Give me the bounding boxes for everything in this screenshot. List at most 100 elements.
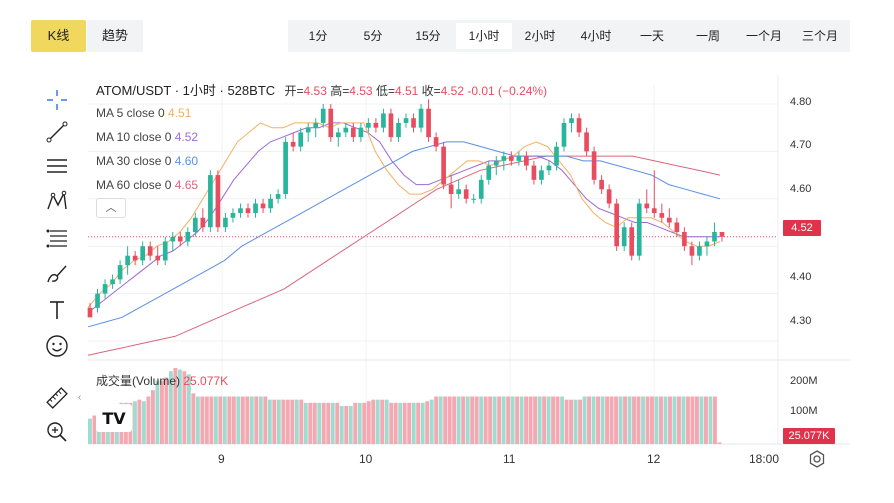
candle — [290, 132, 296, 152]
brush-icon[interactable] — [42, 259, 72, 289]
interval-1h[interactable]: 1小时 — [456, 23, 512, 49]
drawing-toolbar — [38, 85, 76, 465]
candle — [366, 118, 371, 133]
volume-bar — [195, 396, 200, 444]
open-value: 4.53 — [303, 84, 327, 98]
volume-bar — [618, 396, 623, 444]
candle — [606, 184, 612, 209]
volume-bar — [177, 369, 182, 444]
volume-bar — [236, 396, 241, 444]
volume-bar — [605, 396, 609, 444]
candle — [200, 208, 206, 232]
ma60-legend: MA 60 close 0 4.65 — [96, 178, 198, 192]
volume-bar — [407, 402, 412, 444]
candle — [614, 198, 619, 251]
volume-bar — [231, 396, 236, 444]
interval-4h[interactable]: 4小时 — [580, 29, 612, 43]
volume-bar — [519, 396, 524, 444]
pattern-icon[interactable] — [42, 187, 72, 217]
ma30-legend: MA 30 close 0 4.60 — [96, 154, 198, 168]
candle — [418, 103, 424, 133]
volume-bar — [335, 402, 340, 444]
candle — [478, 175, 484, 204]
interval-2h[interactable]: 2小时 — [524, 29, 556, 43]
volume-bar — [528, 396, 533, 444]
volume-bar — [375, 399, 380, 444]
tab-trend[interactable]: 趋势 — [87, 20, 143, 52]
volume-bar — [578, 399, 583, 444]
candle — [147, 241, 153, 261]
candle — [193, 213, 198, 237]
candle — [358, 122, 364, 142]
volume-bar — [267, 399, 272, 444]
volume-bar — [137, 399, 142, 444]
change-value: -0.01 (−0.24%) — [467, 84, 548, 98]
volume-bar — [465, 396, 470, 444]
candle — [87, 303, 93, 318]
candle — [524, 151, 529, 171]
volume-bar — [218, 396, 223, 444]
zoom-in-icon[interactable] — [42, 417, 72, 447]
volume-bar — [681, 396, 686, 444]
volume-bar — [555, 396, 560, 444]
volume-bar — [312, 402, 317, 444]
volume-bar — [303, 402, 308, 444]
candle — [185, 227, 191, 247]
emoji-icon[interactable] — [42, 331, 72, 361]
text-icon[interactable] — [42, 295, 72, 325]
interval-15m[interactable]: 15分 — [415, 29, 441, 43]
tab-kline[interactable]: K线 — [31, 20, 86, 52]
volume-bar — [708, 396, 713, 444]
volume-bar — [191, 393, 196, 444]
ma30-value: 4.60 — [174, 154, 199, 168]
volume-bar — [141, 401, 146, 444]
volume-bar — [573, 399, 578, 444]
candle — [636, 198, 642, 261]
volume-bar — [429, 399, 434, 444]
volume-bar — [420, 402, 425, 444]
volume-bar — [416, 402, 421, 444]
volume-bar — [384, 399, 389, 444]
volume-tick: 100M — [790, 405, 818, 417]
interval-5m[interactable]: 5分 — [363, 29, 383, 43]
last-price-tag: 4.52 — [783, 220, 821, 236]
collapse-toolbar-icon[interactable]: ‹ — [78, 392, 82, 403]
interval-1mo[interactable]: 一个月 — [745, 29, 782, 43]
candle — [162, 236, 168, 266]
ma5-value: 4.51 — [168, 106, 192, 120]
candle — [546, 160, 552, 176]
volume-bar — [452, 396, 457, 444]
price-tick: 4.30 — [790, 315, 812, 327]
candle — [569, 113, 574, 133]
horizontal-lines-icon[interactable] — [42, 151, 72, 181]
volume-bar — [263, 396, 268, 444]
ma60-value: 4.65 — [174, 178, 199, 192]
volume-bar — [425, 401, 430, 444]
volume-bar — [272, 399, 277, 444]
crosshair-icon[interactable] — [42, 85, 72, 115]
candle — [132, 250, 138, 266]
high-value: 4.53 — [349, 84, 373, 98]
settings-gear-icon[interactable] — [808, 450, 826, 468]
interval-1m[interactable]: 1分 — [308, 29, 328, 43]
interval-3mo[interactable]: 三个月 — [801, 29, 838, 43]
candle — [328, 103, 334, 142]
volume-bar — [411, 402, 416, 444]
candle — [238, 203, 243, 218]
volume-tick: 200M — [790, 375, 818, 387]
volume-bar — [663, 396, 668, 444]
candle — [177, 231, 183, 247]
chart-legend: ATOM/USDT · 1小时 · 528BTC 开=4.53 高=4.53 低… — [96, 80, 547, 99]
trend-line-icon[interactable] — [42, 117, 72, 147]
volume-bar — [470, 396, 475, 444]
top-bar: K线 趋势 1分 5分 15分 1小时 2小时 4小时 一天 一周 一个月 三个… — [0, 0, 894, 70]
candle — [704, 236, 710, 256]
ruler-icon[interactable] — [42, 383, 72, 413]
interval-1d[interactable]: 一天 — [639, 29, 664, 43]
fib-icon[interactable] — [42, 223, 72, 253]
close-label: 收= — [421, 84, 441, 98]
open-label: 开= — [284, 84, 304, 98]
legend-collapse-button[interactable]: ︿ — [96, 198, 126, 218]
interval-1w[interactable]: 一周 — [695, 29, 720, 43]
